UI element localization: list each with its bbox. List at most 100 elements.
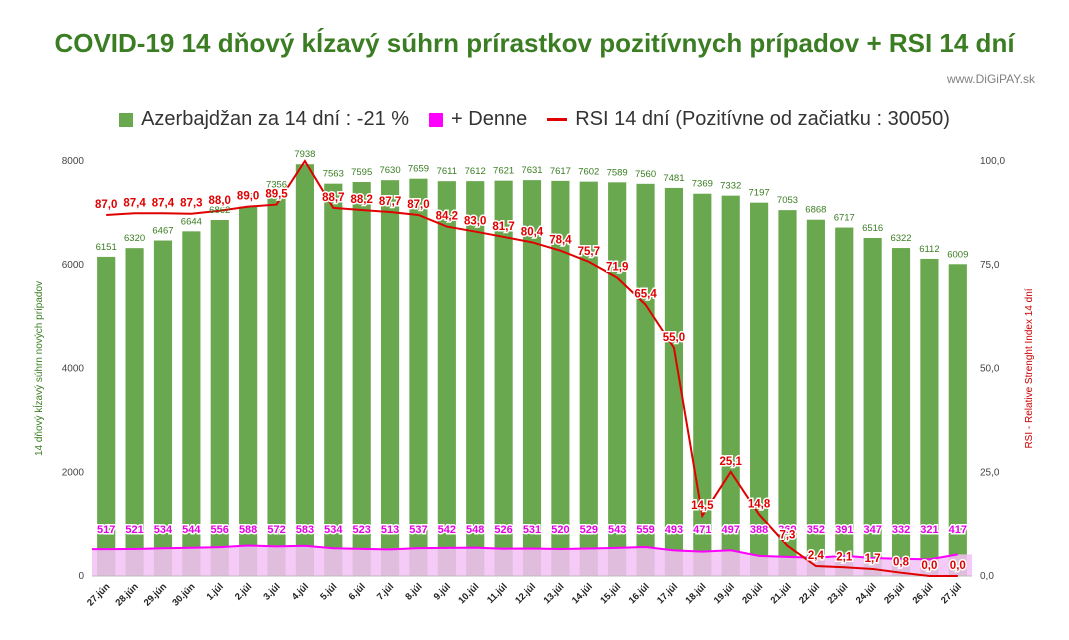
bar xyxy=(664,187,684,576)
x-tick-label: 15.júl xyxy=(598,581,623,606)
legend-swatch-cases xyxy=(119,112,134,127)
bar-value-label: 7612 xyxy=(465,166,486,177)
bar-value-label: 7617 xyxy=(550,166,571,177)
bar-value-label: 7563 xyxy=(323,169,344,180)
bar-value-label: 6112 xyxy=(919,244,939,255)
x-tick-label: 20.júl xyxy=(740,581,765,606)
bar xyxy=(466,181,485,576)
bar xyxy=(891,248,911,576)
bar-value-label: 7332 xyxy=(720,181,741,192)
daily-value-label: 544 xyxy=(182,524,201,536)
rsi-value-label: 0,8 xyxy=(893,557,910,569)
bar-value-label: 6322 xyxy=(890,233,911,244)
bar-value-label: 7197 xyxy=(749,188,770,199)
rsi-value-label: 65,4 xyxy=(634,289,657,301)
bar-value-label: 6868 xyxy=(805,205,826,216)
bar xyxy=(608,182,627,576)
y2-tick-label: 100,0 xyxy=(980,156,1005,167)
bar xyxy=(835,227,854,577)
daily-value-label: 534 xyxy=(154,524,173,536)
bar-value-label: 7621 xyxy=(493,166,514,177)
x-tick-label: 16.júl xyxy=(627,581,652,606)
x-tick-label: 17.júl xyxy=(655,581,680,606)
daily-value-label: 526 xyxy=(494,524,512,536)
daily-area xyxy=(92,545,972,576)
daily-value-label: 417 xyxy=(949,524,967,536)
x-tick-label: 7.júl xyxy=(375,581,396,602)
x-tick-label: 9.júl xyxy=(432,581,453,602)
y-tick-label: 4000 xyxy=(62,364,85,375)
bar xyxy=(863,237,882,577)
daily-value-label: 517 xyxy=(97,524,115,536)
rsi-value-label: 87,0 xyxy=(95,199,117,211)
x-tick-label: 5.júl xyxy=(318,581,339,602)
x-tick-label: 27.júl xyxy=(939,581,964,606)
y2-tick-label: 0,0 xyxy=(980,571,994,582)
daily-value-label: 497 xyxy=(722,524,740,536)
legend-label-cases: Azerbajdžan za 14 dní : -21 % xyxy=(141,108,410,130)
x-tick-label: 21.júl xyxy=(769,581,794,606)
daily-value-label: 559 xyxy=(636,524,654,536)
legend: Azerbajdžan za 14 dní : -21 % + Denne RS… xyxy=(0,108,1069,131)
bar xyxy=(721,195,740,576)
bar xyxy=(97,256,116,576)
rsi-value-label: 88,0 xyxy=(209,195,231,207)
rsi-line xyxy=(106,159,958,577)
bar xyxy=(636,183,655,576)
rsi-value-label: 2,4 xyxy=(808,550,825,562)
daily-value-label: 543 xyxy=(608,524,626,536)
daily-value-label: 548 xyxy=(466,524,484,536)
daily-value-label: 513 xyxy=(381,524,399,536)
daily-value-label: 556 xyxy=(211,524,229,536)
legend-item-cases: Azerbajdžan za 14 dní : -21 % xyxy=(119,108,409,131)
rsi-value-label: 2,1 xyxy=(836,551,853,563)
rsi-value-label: 1,7 xyxy=(865,553,881,565)
daily-value-label: 347 xyxy=(863,524,881,536)
rsi-value-label: 87,0 xyxy=(407,199,429,211)
bar xyxy=(494,180,513,576)
chart-title: COVID-19 14 dňový kĺzavý súhrn prírastko… xyxy=(54,28,1015,58)
x-tick-label: 14.júl xyxy=(570,581,595,606)
y2-tick-label: 25,0 xyxy=(980,467,1000,478)
bar-value-label: 7659 xyxy=(408,164,429,175)
legend-label-daily: + Denne xyxy=(451,108,528,130)
legend-label-rsi: RSI 14 dní (Pozitívne od začiatku : 3005… xyxy=(575,108,950,130)
bar xyxy=(125,248,144,576)
daily-value-label: 388 xyxy=(750,524,768,536)
x-tick-label: 12.júl xyxy=(513,581,538,606)
bar xyxy=(295,164,314,576)
bar xyxy=(806,219,825,576)
bar-value-label: 7121 xyxy=(238,192,259,203)
rsi-value-label: 75,7 xyxy=(578,246,600,258)
bar xyxy=(409,178,428,576)
bar xyxy=(522,180,542,576)
daily-value-label: 471 xyxy=(693,524,711,536)
rsi-value-label: 89,0 xyxy=(237,191,259,203)
rsi-value-label: 81,7 xyxy=(492,221,514,233)
bar-value-label: 6644 xyxy=(181,216,202,227)
daily-value-label: 542 xyxy=(438,524,456,536)
daily-value-label: 520 xyxy=(551,524,569,536)
daily-value-label: 529 xyxy=(580,524,598,536)
legend-swatch-daily xyxy=(429,112,444,127)
bar xyxy=(579,181,598,577)
x-tick-label: 27.jún xyxy=(85,581,112,608)
rsi-value-label: 87,7 xyxy=(379,196,401,208)
bar-value-label: 6467 xyxy=(152,226,173,237)
bar xyxy=(437,181,456,576)
bar-value-label: 7631 xyxy=(521,165,542,176)
bar xyxy=(210,220,229,576)
x-tick-label: 6.júl xyxy=(347,581,368,602)
bar xyxy=(239,206,258,576)
rsi-value-label: 87,3 xyxy=(180,198,202,210)
rsi-value-label: 71,9 xyxy=(606,262,628,274)
x-tick-label: 4.júl xyxy=(290,581,311,602)
daily-value-label: 321 xyxy=(920,524,938,536)
bar-value-label: 7938 xyxy=(294,149,315,160)
x-tick-label: 24.júl xyxy=(854,581,879,606)
bar xyxy=(352,182,371,576)
x-tick-label: 28.jún xyxy=(114,581,141,608)
x-tick-label: 25.júl xyxy=(882,581,907,606)
x-tick-label: 2.júl xyxy=(233,581,254,602)
